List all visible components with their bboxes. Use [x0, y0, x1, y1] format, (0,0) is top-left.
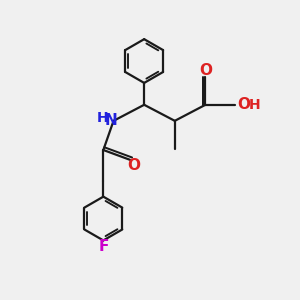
Text: H: H [249, 98, 260, 112]
Text: O: O [238, 97, 250, 112]
Text: N: N [104, 113, 117, 128]
Text: O: O [199, 63, 212, 78]
Text: H: H [97, 112, 108, 125]
Text: F: F [98, 239, 109, 254]
Text: O: O [128, 158, 140, 173]
